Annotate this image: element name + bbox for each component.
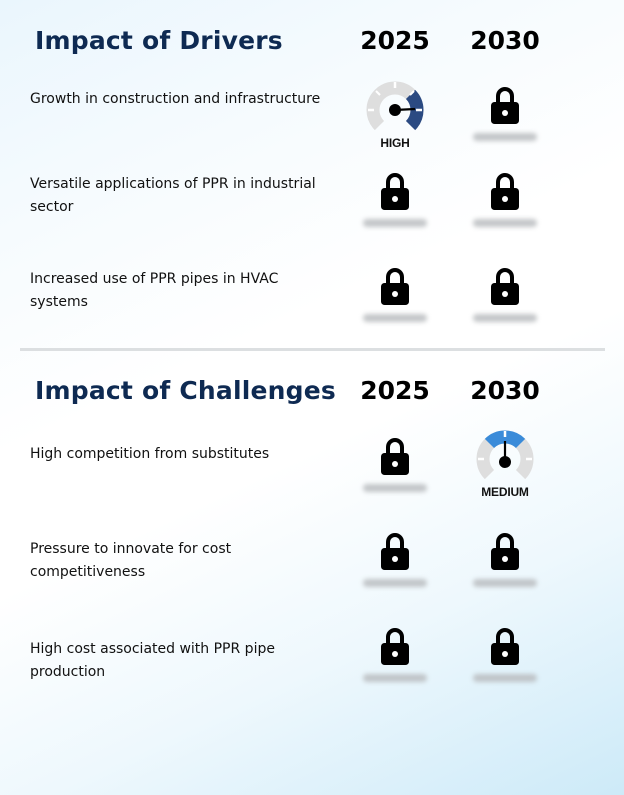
gauge-level-label: MEDIUM xyxy=(481,485,529,499)
challenge-row: High cost associated with PPR pipe produ… xyxy=(0,623,624,713)
driver-row: Increased use of PPR pipes in HVAC syste… xyxy=(0,263,624,353)
gauge-level-label: HIGH xyxy=(380,136,410,150)
hidden-value xyxy=(473,674,537,682)
challenge-cell-2030 xyxy=(450,623,560,713)
lock-icon[interactable] xyxy=(381,267,409,305)
hidden-value xyxy=(363,484,427,492)
lock-icon[interactable] xyxy=(491,267,519,305)
driver-row: Growth in construction and infrastructur… xyxy=(0,78,624,168)
challenge-row: High competition from substitutes MEDIUM xyxy=(0,430,624,523)
challenge-label: High cost associated with PPR pipe produ… xyxy=(30,641,275,680)
challenges-year-2025-header: 2025 xyxy=(360,376,430,405)
lock-icon[interactable] xyxy=(381,437,409,475)
hidden-value xyxy=(363,314,427,322)
lock-icon[interactable] xyxy=(491,532,519,570)
drivers-year-2025-header: 2025 xyxy=(360,26,430,55)
gauge-medium-icon xyxy=(476,430,534,480)
lock-icon[interactable] xyxy=(381,532,409,570)
lock-icon[interactable] xyxy=(381,172,409,210)
challenges-title: Impact of Challenges xyxy=(35,376,336,405)
hidden-value xyxy=(473,579,537,587)
hidden-value xyxy=(363,579,427,587)
drivers-year-2030-header: 2030 xyxy=(470,26,540,55)
hidden-value xyxy=(363,674,427,682)
driver-cell-2025 xyxy=(340,168,450,258)
driver-label: Versatile applications of PPR in industr… xyxy=(30,176,316,215)
driver-cell-2030 xyxy=(450,168,560,258)
hidden-value xyxy=(473,219,537,227)
challenge-label: High competition from substitutes xyxy=(30,446,270,462)
hidden-value xyxy=(363,219,427,227)
driver-cell-2025 xyxy=(340,263,450,353)
section-divider xyxy=(20,348,605,351)
challenge-cell-2030 xyxy=(450,528,560,618)
driver-label: Increased use of PPR pipes in HVAC syste… xyxy=(30,271,279,310)
hidden-value xyxy=(473,133,537,141)
challenge-cell-2030: MEDIUM xyxy=(450,430,560,523)
driver-cell-2030 xyxy=(450,263,560,353)
challenge-row: Pressure to innovate for cost competitiv… xyxy=(0,528,624,618)
hidden-value xyxy=(473,314,537,322)
challenge-label: Pressure to innovate for cost competitiv… xyxy=(30,541,232,580)
lock-icon[interactable] xyxy=(491,172,519,210)
challenge-cell-2025 xyxy=(340,433,450,523)
challenge-cell-2025 xyxy=(340,528,450,618)
driver-row: Versatile applications of PPR in industr… xyxy=(0,168,624,258)
lock-icon[interactable] xyxy=(491,627,519,665)
challenge-cell-2025 xyxy=(340,623,450,713)
drivers-title: Impact of Drivers xyxy=(35,26,283,55)
lock-icon[interactable] xyxy=(491,86,519,124)
lock-icon[interactable] xyxy=(381,627,409,665)
driver-label: Growth in construction and infrastructur… xyxy=(30,91,321,107)
driver-cell-2030 xyxy=(450,78,560,168)
driver-cell-2025: HIGH xyxy=(340,78,450,168)
gauge-high-icon xyxy=(366,81,424,131)
challenges-year-2030-header: 2030 xyxy=(470,376,540,405)
